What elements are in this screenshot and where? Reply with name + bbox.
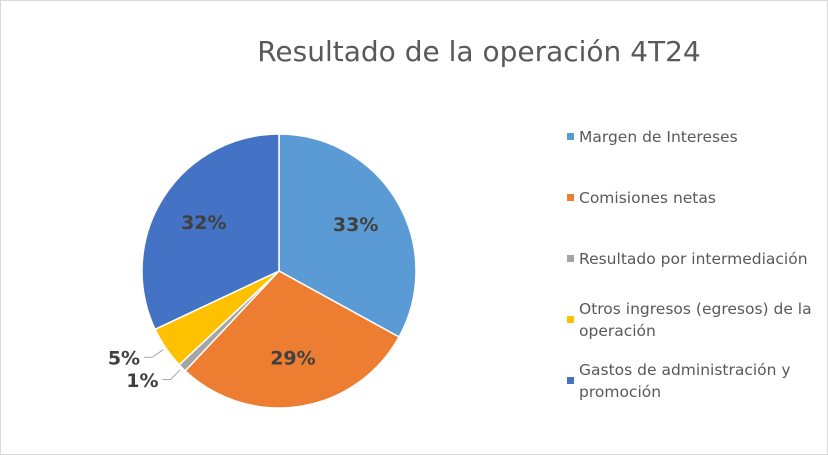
legend-label: Comisiones netas (579, 188, 716, 207)
legend: Margen de Intereses Comisiones netas Resul… (567, 106, 822, 411)
legend-label: Margen de Intereses (579, 127, 738, 146)
leader-line (162, 369, 181, 380)
legend-label: Gastos de administración y promoción (579, 360, 791, 401)
leader-line (144, 349, 164, 358)
legend-item: Gastos de administración y promoción (567, 350, 822, 411)
data-label: 29% (270, 347, 315, 369)
data-label: 5% (108, 348, 140, 370)
legend-label: Resultado por intermediación (579, 249, 808, 268)
data-label: 1% (126, 370, 158, 392)
legend-swatch (567, 315, 574, 323)
slice (278, 133, 417, 339)
legend-label: Otros ingresos (egresos) de la operación (579, 299, 812, 340)
data-label: 32% (181, 212, 226, 234)
legend-swatch (567, 132, 574, 140)
slice (184, 270, 401, 409)
legend-item: Comisiones netas (567, 167, 822, 228)
legend-item: Otros ingresos (egresos) de la operación (567, 289, 822, 350)
legend-swatch (567, 376, 574, 384)
legend-item: Resultado por intermediación (567, 228, 822, 289)
chart-title: Resultado de la operación 4T24 (257, 35, 701, 68)
legend-item: Margen de Intereses (567, 106, 822, 167)
data-label: 33% (333, 214, 378, 236)
legend-swatch (567, 254, 574, 262)
slice (141, 133, 280, 331)
legend-swatch (567, 193, 574, 201)
